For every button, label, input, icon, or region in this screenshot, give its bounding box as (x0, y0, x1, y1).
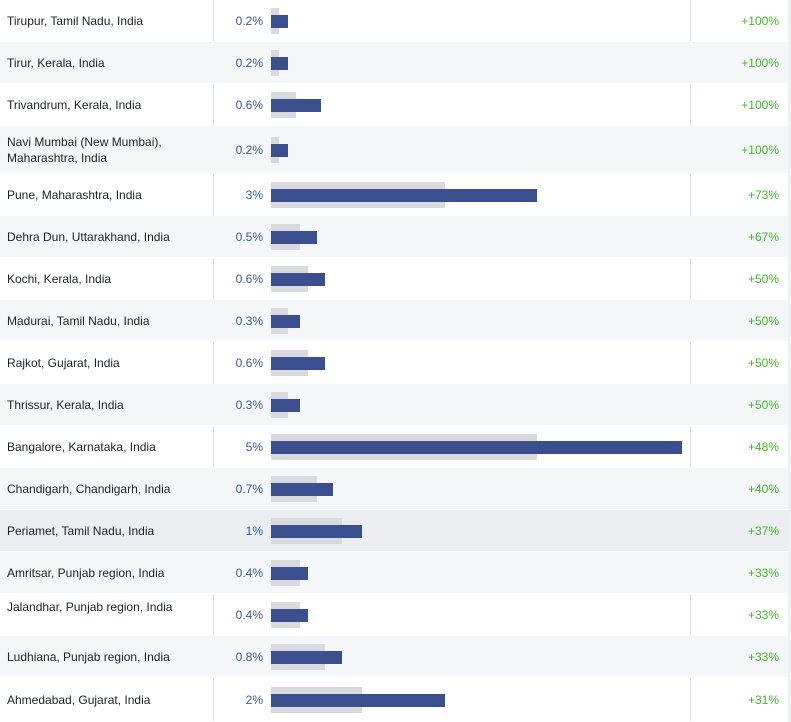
share-value: 0.6% (235, 98, 263, 112)
table-row[interactable]: Ahmedabad, Gujarat, India 2% +31% (0, 678, 791, 722)
change-value: +100% (741, 98, 779, 112)
location-label: Trivandrum, Kerala, India (7, 98, 142, 112)
current-period-bar (271, 399, 301, 412)
share-value: 0.6% (235, 272, 263, 286)
current-period-bar (271, 231, 317, 244)
change-value: +40% (747, 482, 779, 496)
share-value: 0.5% (235, 230, 263, 244)
table-row[interactable]: Jalandhar, Punjab region, India 0.4% +33% (0, 594, 791, 636)
table-row[interactable]: Madurai, Tamil Nadu, India 0.3% +50% (0, 300, 791, 342)
change-value: +33% (747, 566, 779, 580)
location-label: Chandigarh, Chandigarh, India (7, 482, 171, 496)
share-value: 2% (245, 693, 263, 707)
share-value: 5% (245, 440, 263, 454)
change-value: +100% (741, 56, 779, 70)
column-divider (213, 0, 214, 722)
share-value: 0.4% (235, 566, 263, 580)
share-value: 3% (245, 188, 263, 202)
current-period-bar (271, 99, 321, 112)
location-label: Ludhiana, Punjab region, India (7, 650, 170, 664)
share-value: 1% (245, 524, 263, 538)
change-value: +67% (747, 230, 779, 244)
current-period-bar (271, 315, 301, 328)
location-label: Tirupur, Tamil Nadu, India (7, 14, 144, 28)
location-label: Kochi, Kerala, India (7, 272, 112, 286)
table-row[interactable]: Ludhiana, Punjab region, India 0.8% +33% (0, 636, 791, 678)
location-label: Pune, Maharashtra, India (7, 188, 142, 202)
current-period-bar (271, 609, 309, 622)
change-value: +50% (747, 314, 779, 328)
change-value: +48% (747, 440, 779, 454)
table-row[interactable]: Tirur, Kerala, India 0.2% +100% (0, 42, 791, 84)
location-label: Amritsar, Punjab region, India (7, 566, 165, 580)
table-row[interactable]: Trivandrum, Kerala, India 0.6% +100% (0, 84, 791, 126)
current-period-bar (271, 441, 682, 454)
location-label: Jalandhar, Punjab region, India (7, 600, 173, 614)
change-value: +100% (741, 143, 779, 157)
location-label: Dehra Dun, Uttarakhand, India (7, 230, 170, 244)
current-period-bar (271, 694, 446, 707)
current-period-bar (271, 483, 334, 496)
current-period-bar (271, 651, 342, 664)
share-value: 0.2% (235, 143, 263, 157)
location-label: Tirur, Kerala, India (7, 56, 105, 70)
share-value: 0.2% (235, 14, 263, 28)
share-value: 0.8% (235, 650, 263, 664)
table-row[interactable]: Kochi, Kerala, India 0.6% +50% (0, 258, 791, 300)
location-label: Bangalore, Karnataka, India (7, 440, 156, 454)
current-period-bar (271, 525, 363, 538)
current-period-bar (271, 273, 325, 286)
table-row[interactable]: Amritsar, Punjab region, India 0.4% +33% (0, 552, 791, 594)
change-value: +73% (747, 188, 779, 202)
location-label: Madurai, Tamil Nadu, India (7, 314, 150, 328)
column-divider (690, 0, 691, 722)
change-value: +50% (747, 398, 779, 412)
change-value: +33% (747, 650, 779, 664)
table-row[interactable]: Tirupur, Tamil Nadu, India 0.2% +100% (0, 0, 791, 42)
table-row[interactable]: Thrissur, Kerala, India 0.3% +50% (0, 384, 791, 426)
location-label: Rajkot, Gujarat, India (7, 356, 120, 370)
change-value: +33% (747, 608, 779, 622)
current-period-bar (271, 567, 309, 580)
table-row[interactable]: Bangalore, Karnataka, India 5% +48% (0, 426, 791, 468)
location-label: Ahmedabad, Gujarat, India (7, 693, 151, 707)
table-row[interactable]: Navi Mumbai (New Mumbai), Maharashtra, I… (0, 126, 791, 174)
share-value: 0.3% (235, 314, 263, 328)
share-value: 0.4% (235, 608, 263, 622)
change-value: +50% (747, 272, 779, 286)
share-value: 0.3% (235, 398, 263, 412)
scrollbar[interactable] (788, 0, 791, 722)
current-period-bar (271, 15, 288, 28)
change-value: +37% (747, 524, 779, 538)
change-value: +50% (747, 356, 779, 370)
current-period-bar (271, 189, 537, 202)
change-value: +31% (747, 693, 779, 707)
current-period-bar (271, 57, 288, 70)
table-row[interactable]: Rajkot, Gujarat, India 0.6% +50% (0, 342, 791, 384)
table-row[interactable]: Chandigarh, Chandigarh, India 0.7% +40% (0, 468, 791, 510)
share-value: 0.2% (235, 56, 263, 70)
share-value: 0.6% (235, 356, 263, 370)
table-row[interactable]: Dehra Dun, Uttarakhand, India 0.5% +67% (0, 216, 791, 258)
table-row[interactable]: Periamet, Tamil Nadu, India 1% +37% (0, 510, 791, 552)
share-value: 0.7% (235, 482, 263, 496)
location-label: Navi Mumbai (New Mumbai), Maharashtra, I… (7, 135, 162, 165)
location-label: Periamet, Tamil Nadu, India (7, 524, 155, 538)
location-label: Thrissur, Kerala, India (7, 398, 124, 412)
table-row[interactable]: Pune, Maharashtra, India 3% +73% (0, 174, 791, 216)
current-period-bar (271, 144, 288, 157)
change-value: +100% (741, 14, 779, 28)
current-period-bar (271, 357, 325, 370)
